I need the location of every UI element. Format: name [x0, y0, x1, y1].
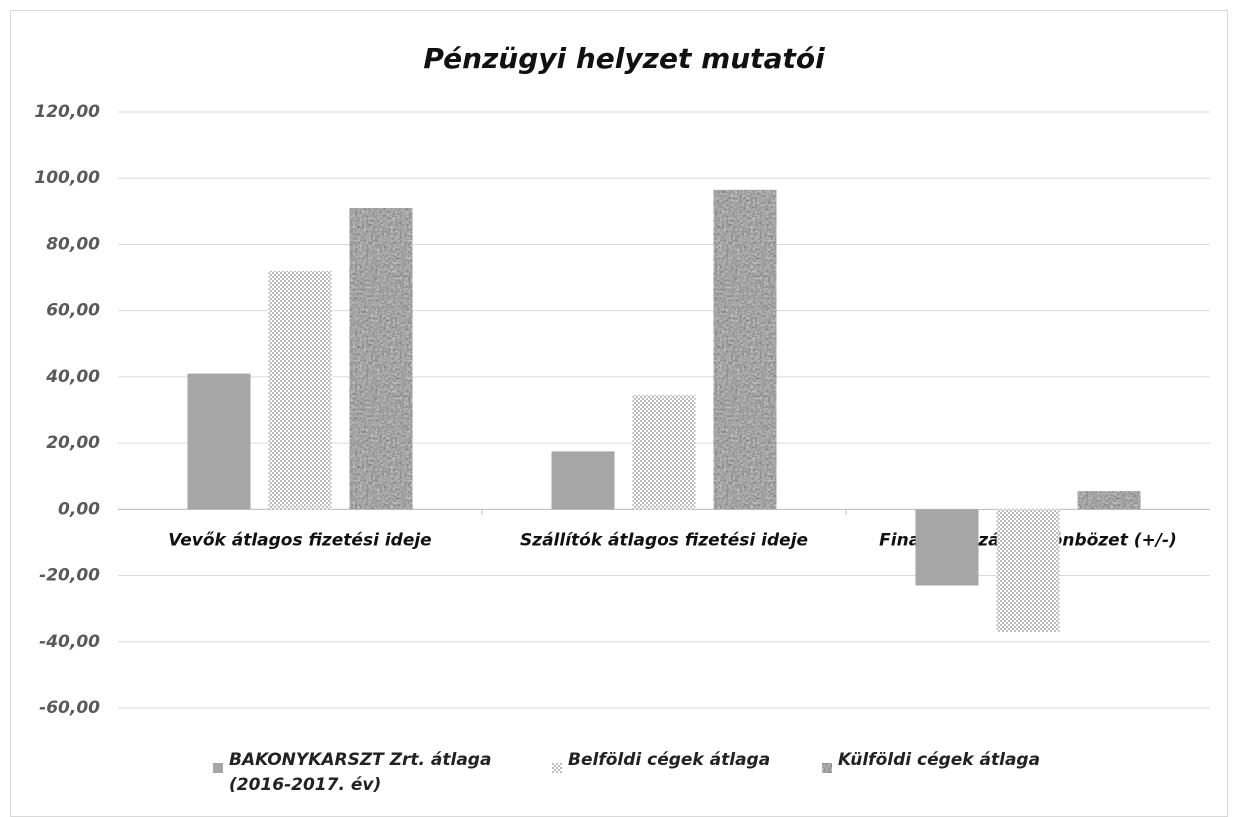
bar: [713, 189, 777, 510]
y-tick-label: 120,00: [34, 102, 100, 122]
y-tick-label: -40,00: [39, 632, 100, 652]
bar: [1077, 491, 1141, 510]
y-tick-label: 0,00: [58, 499, 100, 519]
bar: [349, 208, 413, 510]
legend-item: BAKONYKARSZT Zrt. átlaga (2016-2017. év): [213, 748, 503, 798]
chart-title: Pénzügyi helyzet mutatói: [423, 42, 825, 75]
y-tick-label: 80,00: [46, 234, 100, 254]
bar: [187, 373, 251, 510]
y-tick-label: 100,00: [34, 168, 100, 188]
legend-label: BAKONYKARSZT Zrt. átlaga (2016-2017. év): [229, 750, 492, 795]
y-tick-label: 20,00: [46, 433, 100, 453]
bar: [632, 395, 696, 510]
y-tick-label: -60,00: [39, 698, 100, 718]
bar: [915, 509, 979, 586]
legend-swatch: [822, 756, 832, 773]
legend-swatch: [213, 756, 223, 773]
bar: [996, 509, 1060, 632]
legend-item: Külföldi cégek átlaga: [822, 748, 1062, 773]
legend-item: Belföldi cégek átlaga: [552, 748, 792, 773]
x-tick-label: Szállítók átlagos fizetési ideje: [520, 530, 808, 550]
bar: [268, 270, 332, 510]
bar: [551, 451, 615, 510]
x-tick-label: Vevők átlagos fizetési ideje: [168, 530, 431, 550]
legend-label: Belföldi cégek átlaga: [568, 750, 771, 770]
legend-label: Külföldi cégek átlaga: [838, 750, 1041, 770]
legend-swatch: [552, 756, 562, 773]
y-tick-label: -20,00: [39, 566, 100, 586]
y-tick-label: 40,00: [45, 367, 100, 387]
y-tick-label: 60,00: [46, 301, 100, 321]
